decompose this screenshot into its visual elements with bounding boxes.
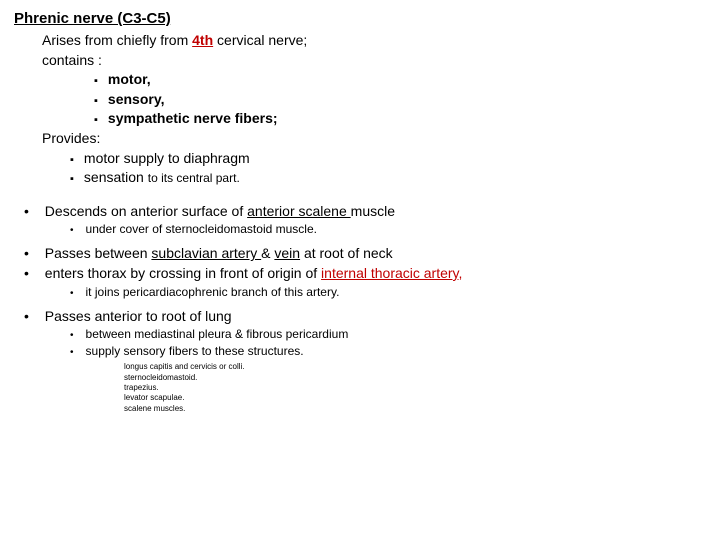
p3-pre: enters thorax by crossing in front of or…: [45, 265, 321, 281]
point-4-sub-a: between mediastinal pleura & fibrous per…: [70, 326, 706, 343]
tiny-list: longus capitis and cervicis or colli. st…: [124, 362, 706, 414]
provides-b-post: to its central part.: [148, 171, 240, 185]
arises-line: Arises from chiefly from 4th cervical ne…: [42, 31, 706, 51]
contains-b-text: sensory,: [108, 91, 165, 107]
contains-c: sympathetic nerve fibers;: [94, 109, 706, 129]
p2-em2: vein: [274, 245, 300, 261]
tiny-a: longus capitis and cervicis or colli.: [124, 362, 706, 372]
contains-a: motor,: [94, 70, 706, 90]
tiny-d: levator scapulae.: [124, 393, 706, 403]
point-1: Descends on anterior surface of anterior…: [24, 202, 706, 222]
contains-c-text: sympathetic nerve fibers;: [108, 110, 278, 126]
point-3-sub: it joins pericardiacophrenic branch of t…: [70, 284, 706, 301]
p4-sub-b-text: supply sensory fibers to these structure…: [86, 344, 304, 358]
point-3: enters thorax by crossing in front of or…: [24, 264, 706, 284]
p3-em: internal thoracic artery: [321, 265, 458, 281]
contains-label: contains :: [42, 51, 706, 71]
provides-label: Provides:: [42, 129, 706, 149]
provides-b-pre: sensation: [84, 169, 148, 185]
provides-a: motor supply to diaphragm: [70, 149, 706, 169]
p3-sub-text: it joins pericardiacophrenic branch of t…: [86, 285, 340, 299]
p2-mid: &: [261, 245, 274, 261]
p1-post: muscle: [351, 203, 395, 219]
contains-a-text: motor,: [108, 71, 151, 87]
point-4: Passes anterior to root of lung: [24, 307, 706, 327]
p2-em1: subclavian artery: [151, 245, 261, 261]
p2-post: at root of neck: [300, 245, 393, 261]
arises-pre: Arises from chiefly from: [42, 32, 192, 48]
p2-pre: Passes between: [45, 245, 152, 261]
tiny-e: scalene muscles.: [124, 404, 706, 414]
arises-em: 4th: [192, 32, 213, 48]
arises-post: cervical nerve;: [213, 32, 307, 48]
p1-sub-text: under cover of sternocleidomastoid muscl…: [86, 222, 317, 236]
provides-a-text: motor supply to diaphragm: [84, 150, 250, 166]
provides-b: sensation to its central part.: [70, 168, 706, 188]
contains-b: sensory,: [94, 90, 706, 110]
p4-sub-a-text: between mediastinal pleura & fibrous per…: [86, 327, 349, 341]
point-2: Passes between subclavian artery & vein …: [24, 244, 706, 264]
p1-em: anterior scalene: [247, 203, 351, 219]
p4-text: Passes anterior to root of lung: [45, 308, 232, 324]
point-4-sub-b: supply sensory fibers to these structure…: [70, 343, 706, 360]
page-title: Phrenic nerve (C3-C5): [14, 8, 706, 29]
p1-pre: Descends on anterior surface of: [45, 203, 247, 219]
tiny-b: sternocleidomastoid.: [124, 373, 706, 383]
tiny-c: trapezius.: [124, 383, 706, 393]
p3-post: ,: [459, 265, 463, 281]
point-1-sub: under cover of sternocleidomastoid muscl…: [70, 221, 706, 238]
